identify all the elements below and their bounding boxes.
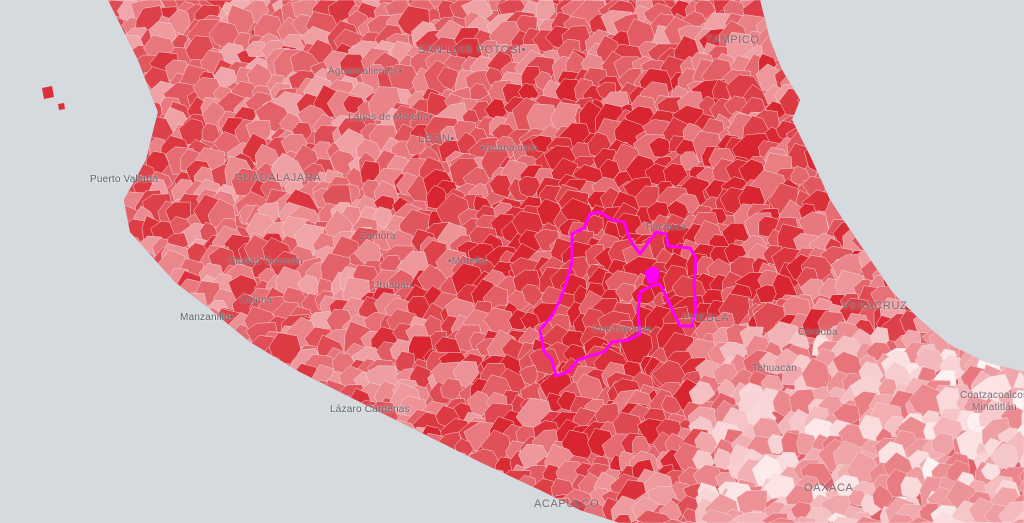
label-zamora: Zamora [360, 231, 396, 242]
label-pachuca: Pachuca [646, 222, 687, 233]
label-lazaro-cardenas: Lázaro Cárdenas [330, 404, 410, 415]
label-puebla: PUEBLA [682, 312, 730, 324]
municipality-cell[interactable] [700, 508, 740, 523]
label-morelia: •Morelia [448, 256, 486, 267]
municipality-cell[interactable] [662, 519, 687, 523]
municipality-cell[interactable] [214, 66, 237, 88]
municipality-cell[interactable] [635, 509, 674, 523]
highlighted-city-core [644, 266, 660, 284]
municipality-cell[interactable] [611, 514, 632, 523]
municipality-cell[interactable] [887, 513, 916, 523]
municipality-cell[interactable] [755, 284, 777, 303]
municipality-cell[interactable] [854, 516, 884, 523]
label-guanajuato: •Guanajuato [480, 143, 538, 154]
label-leon: LEÓN• [418, 133, 455, 145]
municipality-cell[interactable] [488, 174, 513, 198]
island [58, 103, 65, 110]
municipality-cell[interactable] [1019, 478, 1024, 499]
municipality-cell[interactable] [768, 517, 800, 523]
label-tehuacan: Tehuacán [752, 363, 797, 374]
label-veracruz: VERACRUZ [842, 300, 908, 312]
label-lagos-de-moreno: Lagos de Moreno• [348, 112, 433, 123]
municipality-cell[interactable] [436, 66, 459, 91]
label-cuernavaca: Cuernavaca• [592, 324, 652, 335]
label-uruapan: Uruapan [372, 280, 412, 291]
label-tampico: TAMPICO [706, 34, 760, 46]
municipality-cell[interactable] [521, 283, 544, 307]
label-coatzacoalcos: Coatzacoalcos [960, 390, 1024, 401]
label-puerto-vallarta: Puerto Vallarta [90, 174, 159, 185]
label-colima: Colima [240, 295, 273, 306]
highlighted-region-boundary[interactable] [538, 210, 698, 378]
municipality-cell[interactable] [373, 206, 393, 229]
municipality-cell[interactable] [201, 123, 221, 143]
municipality-cell[interactable] [732, 512, 771, 523]
municipality-cell[interactable] [931, 512, 967, 523]
municipality-cell[interactable] [930, 432, 955, 455]
label-aguascalientes: Aguascalientes• [328, 66, 403, 77]
label-ciudad-guzman: Ciudad Guzmán [228, 256, 303, 267]
label-san-luis-potosi: SAN LUIS POTOSI• [418, 44, 526, 56]
label-cordoba: Córdoba [798, 327, 838, 338]
label-guadalajara: GUADALAJARA [234, 172, 322, 184]
label-acapulco: ACAPULCO [534, 498, 600, 510]
municipality-cell[interactable] [1011, 519, 1024, 523]
municipality-cell[interactable] [469, 83, 490, 100]
municipality-cell[interactable] [245, 40, 267, 58]
island [42, 86, 54, 99]
label-manzanillo: Manzanillo• [180, 312, 234, 323]
municipality-cell[interactable] [793, 516, 817, 523]
label-oaxaca: OAXACA [804, 482, 854, 494]
label-minatitlan: Minatitlán [972, 402, 1017, 413]
